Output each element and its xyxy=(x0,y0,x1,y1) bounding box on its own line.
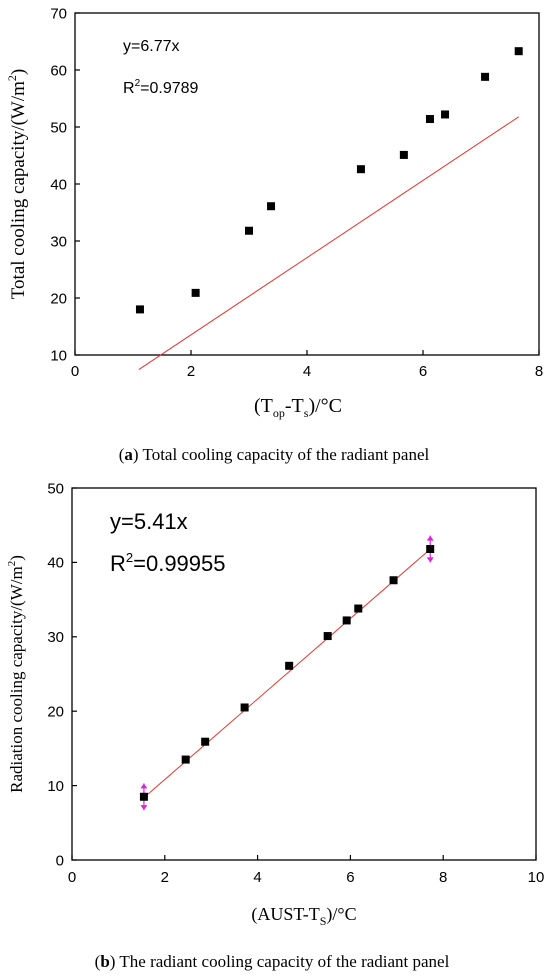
chart-b-data-point xyxy=(201,737,210,746)
chart-a-x-tick-label: 2 xyxy=(187,363,195,380)
chart-b-fit-line xyxy=(143,547,432,798)
chart-a-x-tick-label: 6 xyxy=(419,363,427,380)
chart-a-data-point xyxy=(191,288,200,297)
chart-a-y-tick-label: 20 xyxy=(50,290,67,307)
chart-a-y-tick-label: 60 xyxy=(50,62,67,79)
chart-a-y-tick-label: 30 xyxy=(50,233,67,250)
chart-b-plot-frame xyxy=(71,487,537,861)
chart-b-r-squared: R2=0.99955 xyxy=(110,550,226,576)
chart-a-data-point xyxy=(481,72,490,81)
chart-a-ticks xyxy=(74,12,540,356)
chart-a-plot-frame xyxy=(74,12,540,356)
chart-a-data-point xyxy=(267,202,276,211)
chart-b: 0 2 4 6 8 10 0 10 20 30 40 50 y=5.41x R2=0.99955 Ra… xyxy=(6,480,544,971)
chart-a-caption: (a) Total cooling capacity of the radian… xyxy=(119,445,430,464)
chart-b-x-tick-label: 8 xyxy=(439,869,447,886)
chart-b-error-cap-up xyxy=(426,535,434,541)
chart-a-data-point xyxy=(514,47,523,56)
chart-a-x-tick-label: 8 xyxy=(535,363,543,380)
chart-a-equation: y=6.77x xyxy=(123,38,179,55)
chart-b-y-axis-label: Radiation cooling capacity/(W/m2) xyxy=(6,555,26,793)
chart-b-x-tick-label: 2 xyxy=(161,869,169,886)
chart-b-points xyxy=(139,545,435,801)
chart-a-data-point xyxy=(399,150,408,159)
chart-a-y-tick-label: 10 xyxy=(50,347,67,364)
chart-b-data-point xyxy=(426,545,435,554)
chart-a-tick-labels: 0 2 4 6 8 10 20 30 40 50 60 70 xyxy=(50,5,543,380)
chart-b-caption: (b) The radiant cooling capacity of the … xyxy=(95,952,450,971)
chart-a-r-squared: R2=0.9789 xyxy=(123,78,199,97)
chart-b-ticks xyxy=(71,487,537,861)
chart-a-x-axis-label: (Top-Ts)/°C xyxy=(254,395,342,420)
chart-b-data-point xyxy=(285,661,294,670)
chart-a-x-tick-label: 4 xyxy=(303,363,311,380)
chart-a-fit-line xyxy=(138,116,519,370)
chart-a-data-point xyxy=(356,165,365,174)
chart-b-error-cap-up xyxy=(140,783,148,789)
chart-b-data-point xyxy=(323,632,332,641)
chart-b-data-point xyxy=(354,604,363,613)
chart-b-data-point xyxy=(139,792,148,801)
chart-b-data-point xyxy=(389,576,398,585)
chart-a-y-axis-label: Total cooling capacity/(W/m2) xyxy=(5,69,29,299)
chart-a-y-tick-label: 40 xyxy=(50,176,67,193)
chart-b-x-tick-label: 6 xyxy=(346,869,354,886)
chart-b-y-tick-label: 30 xyxy=(47,629,64,646)
chart-b-x-tick-label: 0 xyxy=(68,869,76,886)
chart-b-x-axis-label: (AUST-TS)/°C xyxy=(251,904,356,928)
chart-b-error-cap-down xyxy=(140,805,148,811)
chart-a-points xyxy=(135,47,523,314)
chart-b-fit-line-group xyxy=(143,547,432,798)
chart-a-data-point xyxy=(245,226,253,235)
chart-a-data-point xyxy=(441,110,450,119)
chart-a-data-point xyxy=(425,115,434,124)
chart-a-y-tick-label: 70 xyxy=(50,5,67,22)
chart-b-tick-labels: 0 2 4 6 8 10 0 10 20 30 40 50 xyxy=(47,480,544,886)
chart-b-x-tick-label: 10 xyxy=(528,869,545,886)
chart-b-y-tick-label: 20 xyxy=(47,703,64,720)
chart-b-data-point xyxy=(342,616,351,625)
chart-a: 0 2 4 6 8 10 20 30 40 50 60 70 y=6.77x R2=0.9789 To… xyxy=(5,5,543,464)
chart-a-y-tick-label: 50 xyxy=(50,119,67,136)
chart-b-x-tick-label: 4 xyxy=(253,869,261,886)
chart-a-data-point xyxy=(135,305,144,314)
chart-b-y-tick-label: 10 xyxy=(47,778,64,795)
chart-a-fit-line-group xyxy=(138,116,519,370)
chart-b-data-point xyxy=(240,703,249,712)
chart-b-y-tick-label: 40 xyxy=(47,555,64,572)
chart-b-data-point xyxy=(181,755,190,764)
chart-a-x-tick-label: 0 xyxy=(71,363,79,380)
chart-b-y-tick-label: 50 xyxy=(47,480,64,497)
chart-b-error-cap-down xyxy=(426,557,434,563)
chart-b-y-tick-label: 0 xyxy=(56,852,64,869)
chart-b-equation: y=5.41x xyxy=(110,509,188,534)
